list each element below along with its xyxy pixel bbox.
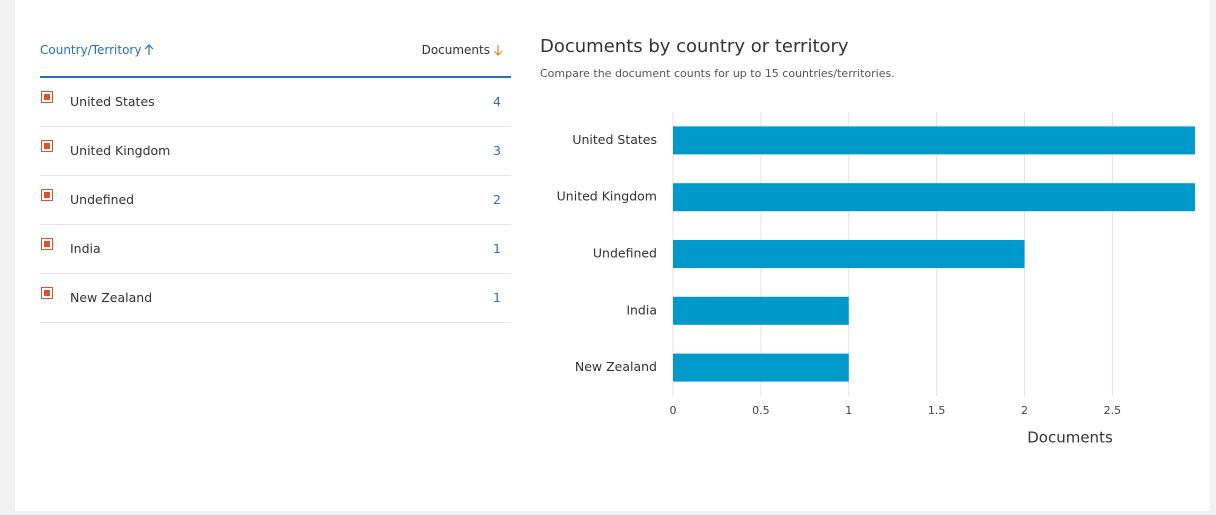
bar bbox=[673, 296, 849, 325]
document-count: 4 bbox=[493, 94, 501, 109]
row-checkbox[interactable] bbox=[41, 238, 53, 250]
x-tick-label: 1.5 bbox=[928, 404, 946, 417]
bar bbox=[673, 240, 1025, 268]
x-tick-label: 2.5 bbox=[1104, 404, 1122, 417]
sort-documents[interactable]: Documents bbox=[422, 43, 503, 57]
table-row: United States 4 bbox=[40, 78, 511, 127]
table-row: New Zealand 1 bbox=[40, 274, 511, 323]
country-name: New Zealand bbox=[70, 290, 153, 305]
sort-country[interactable]: Country/Territory bbox=[40, 43, 154, 57]
x-tick-label: 0 bbox=[670, 404, 677, 417]
table-row: India 1 bbox=[40, 225, 511, 274]
table-body: United States 4 United Kingdom 3 Undefined 2 I… bbox=[40, 78, 511, 323]
chart-title: Documents by country or territory bbox=[540, 36, 849, 57]
x-tick-label: 0.5 bbox=[752, 404, 770, 417]
bars bbox=[673, 126, 1195, 382]
country-name: Undefined bbox=[70, 192, 135, 207]
country-name: United States bbox=[70, 94, 155, 109]
country-name: United Kingdom bbox=[70, 143, 171, 158]
row-checkbox[interactable] bbox=[41, 140, 53, 152]
x-tick-label: 2 bbox=[1021, 404, 1028, 417]
sort-down-icon bbox=[493, 45, 503, 56]
y-tick-label: Undefined bbox=[593, 246, 657, 261]
x-axis-label: Documents bbox=[1027, 429, 1113, 447]
document-count: 1 bbox=[493, 241, 501, 256]
row-checkbox[interactable] bbox=[41, 189, 53, 201]
bar bbox=[673, 183, 1195, 212]
country-table: Country/Territory Documents United State… bbox=[40, 32, 511, 323]
header-documents: Documents bbox=[421, 43, 490, 57]
y-tick-label: New Zealand bbox=[575, 359, 657, 374]
header-country: Country/Territory bbox=[40, 43, 142, 57]
document-count: 1 bbox=[493, 290, 501, 305]
sort-up-icon bbox=[145, 44, 154, 55]
bar bbox=[673, 126, 1195, 155]
y-tick-label: India bbox=[626, 302, 657, 317]
chart-subtitle: Compare the document counts for up to 15… bbox=[540, 67, 895, 80]
table-row: United Kingdom 3 bbox=[40, 127, 511, 176]
country-name: India bbox=[70, 241, 101, 256]
document-count: 2 bbox=[493, 192, 501, 207]
document-count: 3 bbox=[493, 143, 501, 158]
table-header: Country/Territory Documents bbox=[40, 32, 511, 78]
x-tick-label: 1 bbox=[845, 404, 852, 417]
y-tick-label: United Kingdom bbox=[557, 189, 657, 204]
y-tick-label: United States bbox=[572, 132, 657, 147]
row-checkbox[interactable] bbox=[41, 287, 53, 299]
table-row: Undefined 2 bbox=[40, 176, 511, 225]
bar bbox=[673, 353, 849, 382]
row-checkbox[interactable] bbox=[41, 91, 53, 103]
